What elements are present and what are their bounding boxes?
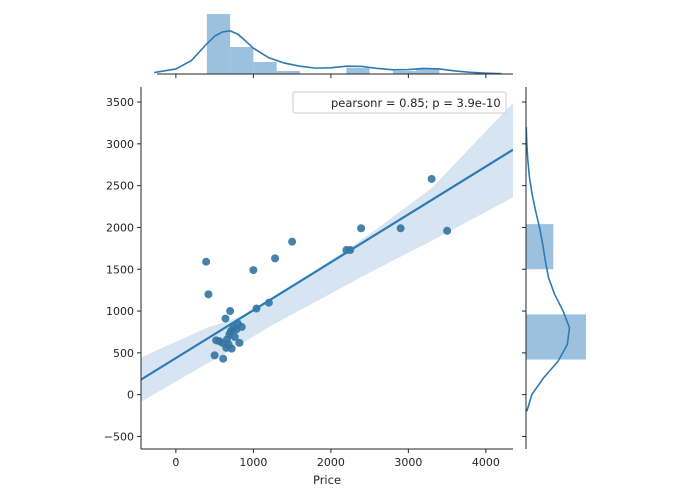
y-tick-label: 1500 [106,263,134,276]
scatter-plot-area: 0 1000 2000 3000 4000 −500 0 500 1000 1500 2000 250… [104,87,513,487]
scatter-point [230,332,239,341]
scatter-point [271,254,280,263]
x-axis-label: Price [313,473,341,487]
legend-box [292,91,507,114]
x-histogram-bar [230,47,254,74]
regression-line [141,148,513,381]
x-histogram-bar [206,14,231,74]
axes: 0 1000 2000 3000 4000 −500 0 500 1000 1500 2000 250… [104,87,513,469]
x-histogram-bar [276,71,300,74]
y-tick-label: −500 [104,430,134,443]
confidence-band-area [141,102,513,402]
scatter-point [288,237,297,246]
x-histogram-bar [253,62,277,74]
scatter-point [219,354,228,363]
y-kde-curve [525,127,571,412]
x-tick-label: 0 [172,456,179,469]
x-tick-label: 4000 [472,456,500,469]
scatter-point [357,224,366,233]
scatter-point [427,174,436,183]
y-tick-label: 2500 [106,180,134,193]
y-histogram-bar [526,314,586,360]
x-tick-label: 3000 [394,456,422,469]
y-tick-label: 3500 [106,96,134,109]
y-tick-label: 2000 [106,221,134,234]
scatter-point [443,226,452,235]
y-tick-label: 3000 [106,138,134,151]
scatter-point [237,322,246,331]
scatter-point [204,290,213,299]
scatter-point [396,224,405,233]
x-kde-curve [154,30,502,75]
confidence-band [141,102,513,402]
x-tick-label: 2000 [317,456,345,469]
scatter-point [202,257,211,266]
scatter-point [221,314,230,323]
scatter-point [210,351,219,360]
marginal-y-histogram [522,87,586,449]
scatter-point [249,266,258,275]
x-histogram-bar [416,68,440,74]
legend: pearsonr = 0.85; p = 3.9e-10 [292,91,507,114]
scatter-point [226,307,235,316]
scatter-points [202,174,452,363]
x-histogram-bar [346,68,370,74]
scatter-point [235,338,244,347]
x-tick-label: 1000 [239,456,267,469]
x-histogram-bar [392,71,417,74]
marginal-x-histogram [154,14,513,78]
y-tick-label: 500 [113,347,134,360]
y-tick-label: 1000 [106,305,134,318]
pearson-annotation: pearsonr = 0.85; p = 3.9e-10 [331,96,501,110]
scatter-point [227,344,236,353]
regression-line-path [141,148,513,381]
y-tick-label: 0 [127,389,134,402]
